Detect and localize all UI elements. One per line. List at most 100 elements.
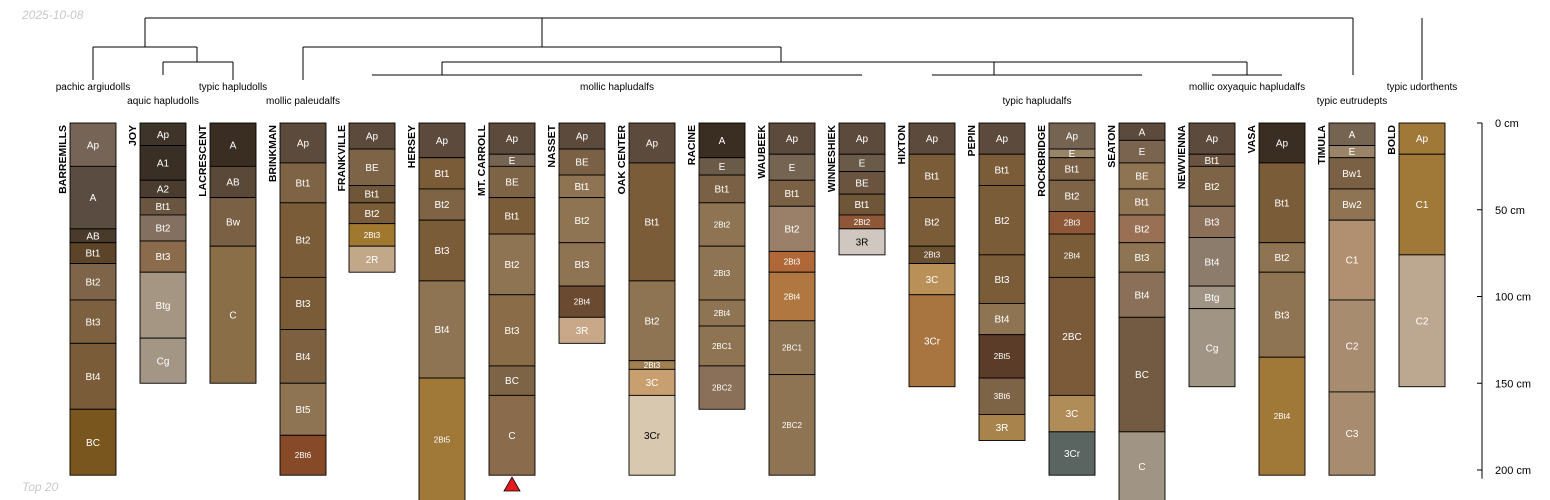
horizon-label-brinkman-bt1: Bt1 <box>295 178 310 189</box>
horizon-label-joy-a1: A1 <box>157 159 170 170</box>
horizon-lacrescent-c <box>209 245 257 384</box>
horizon-label-waubeek-ap: Ap <box>786 134 799 145</box>
horizon-nasset-2bt4 <box>558 285 606 318</box>
horizon-bold-c1 <box>1398 153 1446 256</box>
horizon-label-oak-center-bt1: Bt1 <box>644 217 659 228</box>
horizon-label-pepin-bt4: Bt4 <box>994 315 1009 326</box>
horizon-label-timula-bw2: Bw2 <box>1342 200 1362 211</box>
horizon-label-hersey-bt2: Bt2 <box>434 200 449 211</box>
horizon-joy-cg <box>139 337 187 384</box>
horizon-label-oak-center-3cr: 3Cr <box>644 431 661 442</box>
horizon-label-barremills-bt4: Bt4 <box>85 372 100 383</box>
horizon-pepin-bt1 <box>978 153 1026 186</box>
horizon-label-rockbridge-3c: 3C <box>1066 409 1079 420</box>
horizon-label-mt-carroll-bt2: Bt2 <box>504 260 519 271</box>
horizon-oak-center-ap <box>628 122 676 164</box>
horizon-label-newvienna-bt3: Bt3 <box>1204 217 1219 228</box>
horizon-barremills-bt3 <box>69 299 117 344</box>
horizon-label-waubeek-bt1: Bt1 <box>784 189 799 200</box>
horizon-label-mt-carroll-be: BE <box>505 178 519 189</box>
horizon-nasset-ap <box>558 122 606 150</box>
horizon-label-rockbridge-2bt3: 2Bt3 <box>1064 219 1081 228</box>
horizon-label-pepin-bt2: Bt2 <box>994 216 1009 227</box>
horizon-label-hixton-2bt3: 2Bt3 <box>924 251 941 260</box>
horizon-seaton-c <box>1118 431 1166 500</box>
horizon-label-waubeek-2bc2: 2BC2 <box>782 421 803 430</box>
horizon-label-racine-a: A <box>719 136 726 147</box>
horizon-label-racine-e: E <box>719 162 726 173</box>
horizon-newvienna-bt3 <box>1188 205 1236 238</box>
horizon-racine-2bc1 <box>698 325 746 367</box>
horizon-nasset-bt2 <box>558 197 606 244</box>
horizon-oak-center-3cr <box>628 394 676 476</box>
profile-name-frankville: FRANKVILLE <box>336 125 348 192</box>
group-label-mollic-oxyaquic-hapludalfs: mollic oxyaquic hapludalfs <box>1189 82 1305 93</box>
horizon-label-joy-bt2: Bt2 <box>155 224 170 235</box>
horizon-hixton-ap <box>908 122 956 155</box>
horizon-label-newvienna-bt2: Bt2 <box>1204 182 1219 193</box>
horizon-label-nasset-bt3: Bt3 <box>574 260 589 271</box>
group-label-typic-hapludolls: typic hapludolls <box>199 82 267 93</box>
horizon-label-racine-2bc1: 2BC1 <box>712 342 733 351</box>
horizon-label-racine-2bt2: 2Bt2 <box>714 220 731 229</box>
horizon-rockbridge-2bt4 <box>1048 233 1096 278</box>
horizon-label-brinkman-bt5: Bt5 <box>295 405 310 416</box>
horizon-label-winneshiek-3r: 3R <box>856 237 869 248</box>
profile-name-lacrescent: LACRESCENT <box>197 124 209 196</box>
profile-name-winneshiek: WINNESHIEK <box>826 125 838 193</box>
profile-name-joy: JOY <box>127 125 139 146</box>
profile-newvienna: NEWVIENNA Ap Bt1 Bt2 Bt3 Bt4 Btg Cg <box>1176 122 1236 388</box>
horizon-newvienna-bt4 <box>1188 237 1236 287</box>
horizon-label-rockbridge-e: E <box>1069 149 1076 160</box>
horizon-label-winneshiek-bt1: Bt1 <box>854 200 869 211</box>
horizon-label-oak-center-2bt3: 2Bt3 <box>644 361 661 370</box>
profile-hixton: HIXTON Ap Bt1 Bt2 2Bt3 3C 3Cr <box>896 122 956 388</box>
horizon-label-pepin-bt1: Bt1 <box>994 165 1009 176</box>
profile-name-brinkman: BRINKMAN <box>267 125 279 182</box>
horizon-label-mt-carroll-c: C <box>508 431 515 442</box>
horizon-label-vasa-bt1: Bt1 <box>1274 198 1289 209</box>
horizon-frankville-2r <box>348 245 396 273</box>
horizon-label-racine-2bt4: 2Bt4 <box>714 309 731 318</box>
horizon-mt-carroll-c <box>488 394 536 476</box>
horizon-label-seaton-a: A <box>1139 127 1146 138</box>
horizon-label-hixton-bt1: Bt1 <box>924 172 939 183</box>
horizon-pepin-bt2 <box>978 185 1026 256</box>
horizon-barremills-bt4 <box>69 342 117 410</box>
horizon-label-joy-bt1: Bt1 <box>155 202 170 213</box>
horizon-barremills-a <box>69 165 117 230</box>
horizon-label-timula-c1: C1 <box>1346 256 1359 267</box>
horizon-brinkman-2bt6 <box>279 434 327 476</box>
profile-name-pepin: PEPIN <box>966 125 978 157</box>
profile-name-seaton: SEATON <box>1106 125 1118 168</box>
horizon-label-mt-carroll-bt3: Bt3 <box>504 326 519 337</box>
horizon-waubeek-2bc1 <box>768 320 816 376</box>
horizon-newvienna-cg <box>1188 308 1236 388</box>
horizon-label-newvienna-btg: Btg <box>1204 293 1219 304</box>
horizon-label-newvienna-bt1: Bt1 <box>1204 156 1219 167</box>
horizon-mt-carroll-bt3 <box>488 294 536 367</box>
profile-name-vasa: VASA <box>1246 125 1258 154</box>
depth-axis: 0 cm 50 cm 100 cm 150 cm 200 cm <box>1477 118 1531 479</box>
horizon-waubeek-2bc2 <box>768 374 816 476</box>
profile-pepin: PEPIN Ap Bt1 Bt2 Bt3 Bt4 2Bt5 3Bt6 3R <box>966 122 1026 441</box>
horizon-timula-c2 <box>1328 299 1376 393</box>
horizon-label-waubeek-2bt4: 2Bt4 <box>784 292 801 301</box>
horizon-label-newvienna-cg: Cg <box>1206 343 1219 354</box>
horizon-label-seaton-bc: BC <box>1135 370 1149 381</box>
profile-lacrescent: LACRESCENT A AB Bw C <box>197 122 257 384</box>
horizon-hersey-bt2 <box>418 188 466 221</box>
horizon-label-nasset-bt1: Bt1 <box>574 182 589 193</box>
horizon-label-winneshiek-ap: Ap <box>856 134 869 145</box>
horizon-label-barremills-ap: Ap <box>87 140 100 151</box>
horizon-label-nasset-2bt4: 2Bt4 <box>574 298 591 307</box>
horizon-seaton-bt4 <box>1118 271 1166 318</box>
profile-mt-carroll: MT. CARROLL Ap E BE Bt1 Bt2 Bt3 BC C <box>476 122 536 476</box>
horizon-label-frankville-2bt3: 2Bt3 <box>364 231 381 240</box>
horizon-label-hixton-3c: 3C <box>926 275 939 286</box>
profile-name-rockbridge: ROCKBRIDGE <box>1036 125 1048 197</box>
horizon-label-rockbridge-3cr: 3Cr <box>1064 449 1081 460</box>
horizon-label-lacrescent-ab: AB <box>226 178 240 189</box>
horizon-label-waubeek-2bc1: 2BC1 <box>782 344 803 353</box>
horizon-hixton-3cr <box>908 294 956 388</box>
